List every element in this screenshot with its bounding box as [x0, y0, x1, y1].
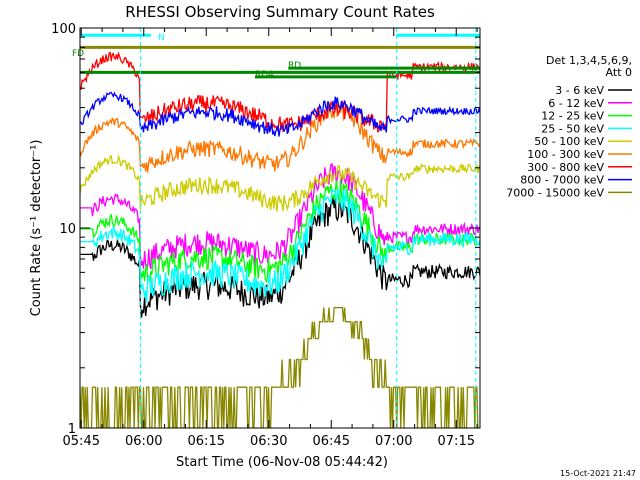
series-layer [80, 51, 480, 428]
x-tick-label-4: 06:45 [313, 434, 350, 449]
legend-entry-0: 3 - 6 keV [555, 84, 604, 97]
series-4-line [80, 154, 480, 212]
chart-title: RHESSI Observing Summary Count Rates [125, 3, 435, 21]
x-tick-label-1: 06:00 [125, 434, 162, 449]
legend-entry-7: 800 - 7000 keV [520, 174, 604, 187]
legend-entry-5: 100 - 300 keV [527, 148, 604, 161]
x-axis-label: Start Time (06-Nov-08 05:44:42) [176, 455, 388, 470]
y-tick-label-0: 1 [68, 422, 76, 437]
x-tick-label-3: 06:30 [250, 434, 287, 449]
legend-entry-6: 300 - 800 keV [527, 161, 604, 174]
flag-label-4: RD [288, 61, 301, 71]
series-8-line [80, 306, 480, 428]
x-tick-label-0: 05:45 [63, 434, 100, 449]
legend-entry-4: 50 - 100 keV [534, 135, 604, 148]
legend-header-1: Att 0 [606, 66, 632, 79]
series-5-line [80, 102, 480, 173]
x-tick-label-2: 06:15 [188, 434, 225, 449]
y-tick-label-2: 100 [51, 22, 76, 37]
footer-timestamp: 15-Oct-2021 21:47 [560, 469, 636, 478]
flag-label-0: N [158, 33, 165, 43]
flag-label-3: RD4 [255, 70, 274, 80]
flags-layer: N FD RD4 RD [72, 28, 480, 428]
series-7-line [80, 91, 480, 137]
legend-entry-2: 12 - 25 keV [541, 110, 604, 123]
y-tick-label-1: 10 [59, 222, 76, 237]
y-axis: 1 10 100 [51, 22, 480, 437]
legend-header-0: Det 1,3,4,5,6,9, [546, 54, 632, 67]
legend-entry-1: 6 - 12 keV [548, 97, 604, 110]
legend-entry-8: 7000 - 15000 keV [506, 186, 604, 199]
x-tick-label-6: 07:15 [438, 434, 475, 449]
x-tick-label-5: 07:00 [375, 434, 412, 449]
y-axis-label: Count Rate (s⁻¹ detector⁻¹) [29, 140, 44, 317]
x-axis: 05:45 06:00 06:15 06:30 06:45 07:00 07:15 [63, 28, 478, 449]
legend-entry-3: 25 - 50 keV [541, 122, 604, 135]
flag-label-2: FD [72, 49, 84, 59]
series-6-line [80, 51, 480, 133]
series-3-line [80, 188, 480, 303]
